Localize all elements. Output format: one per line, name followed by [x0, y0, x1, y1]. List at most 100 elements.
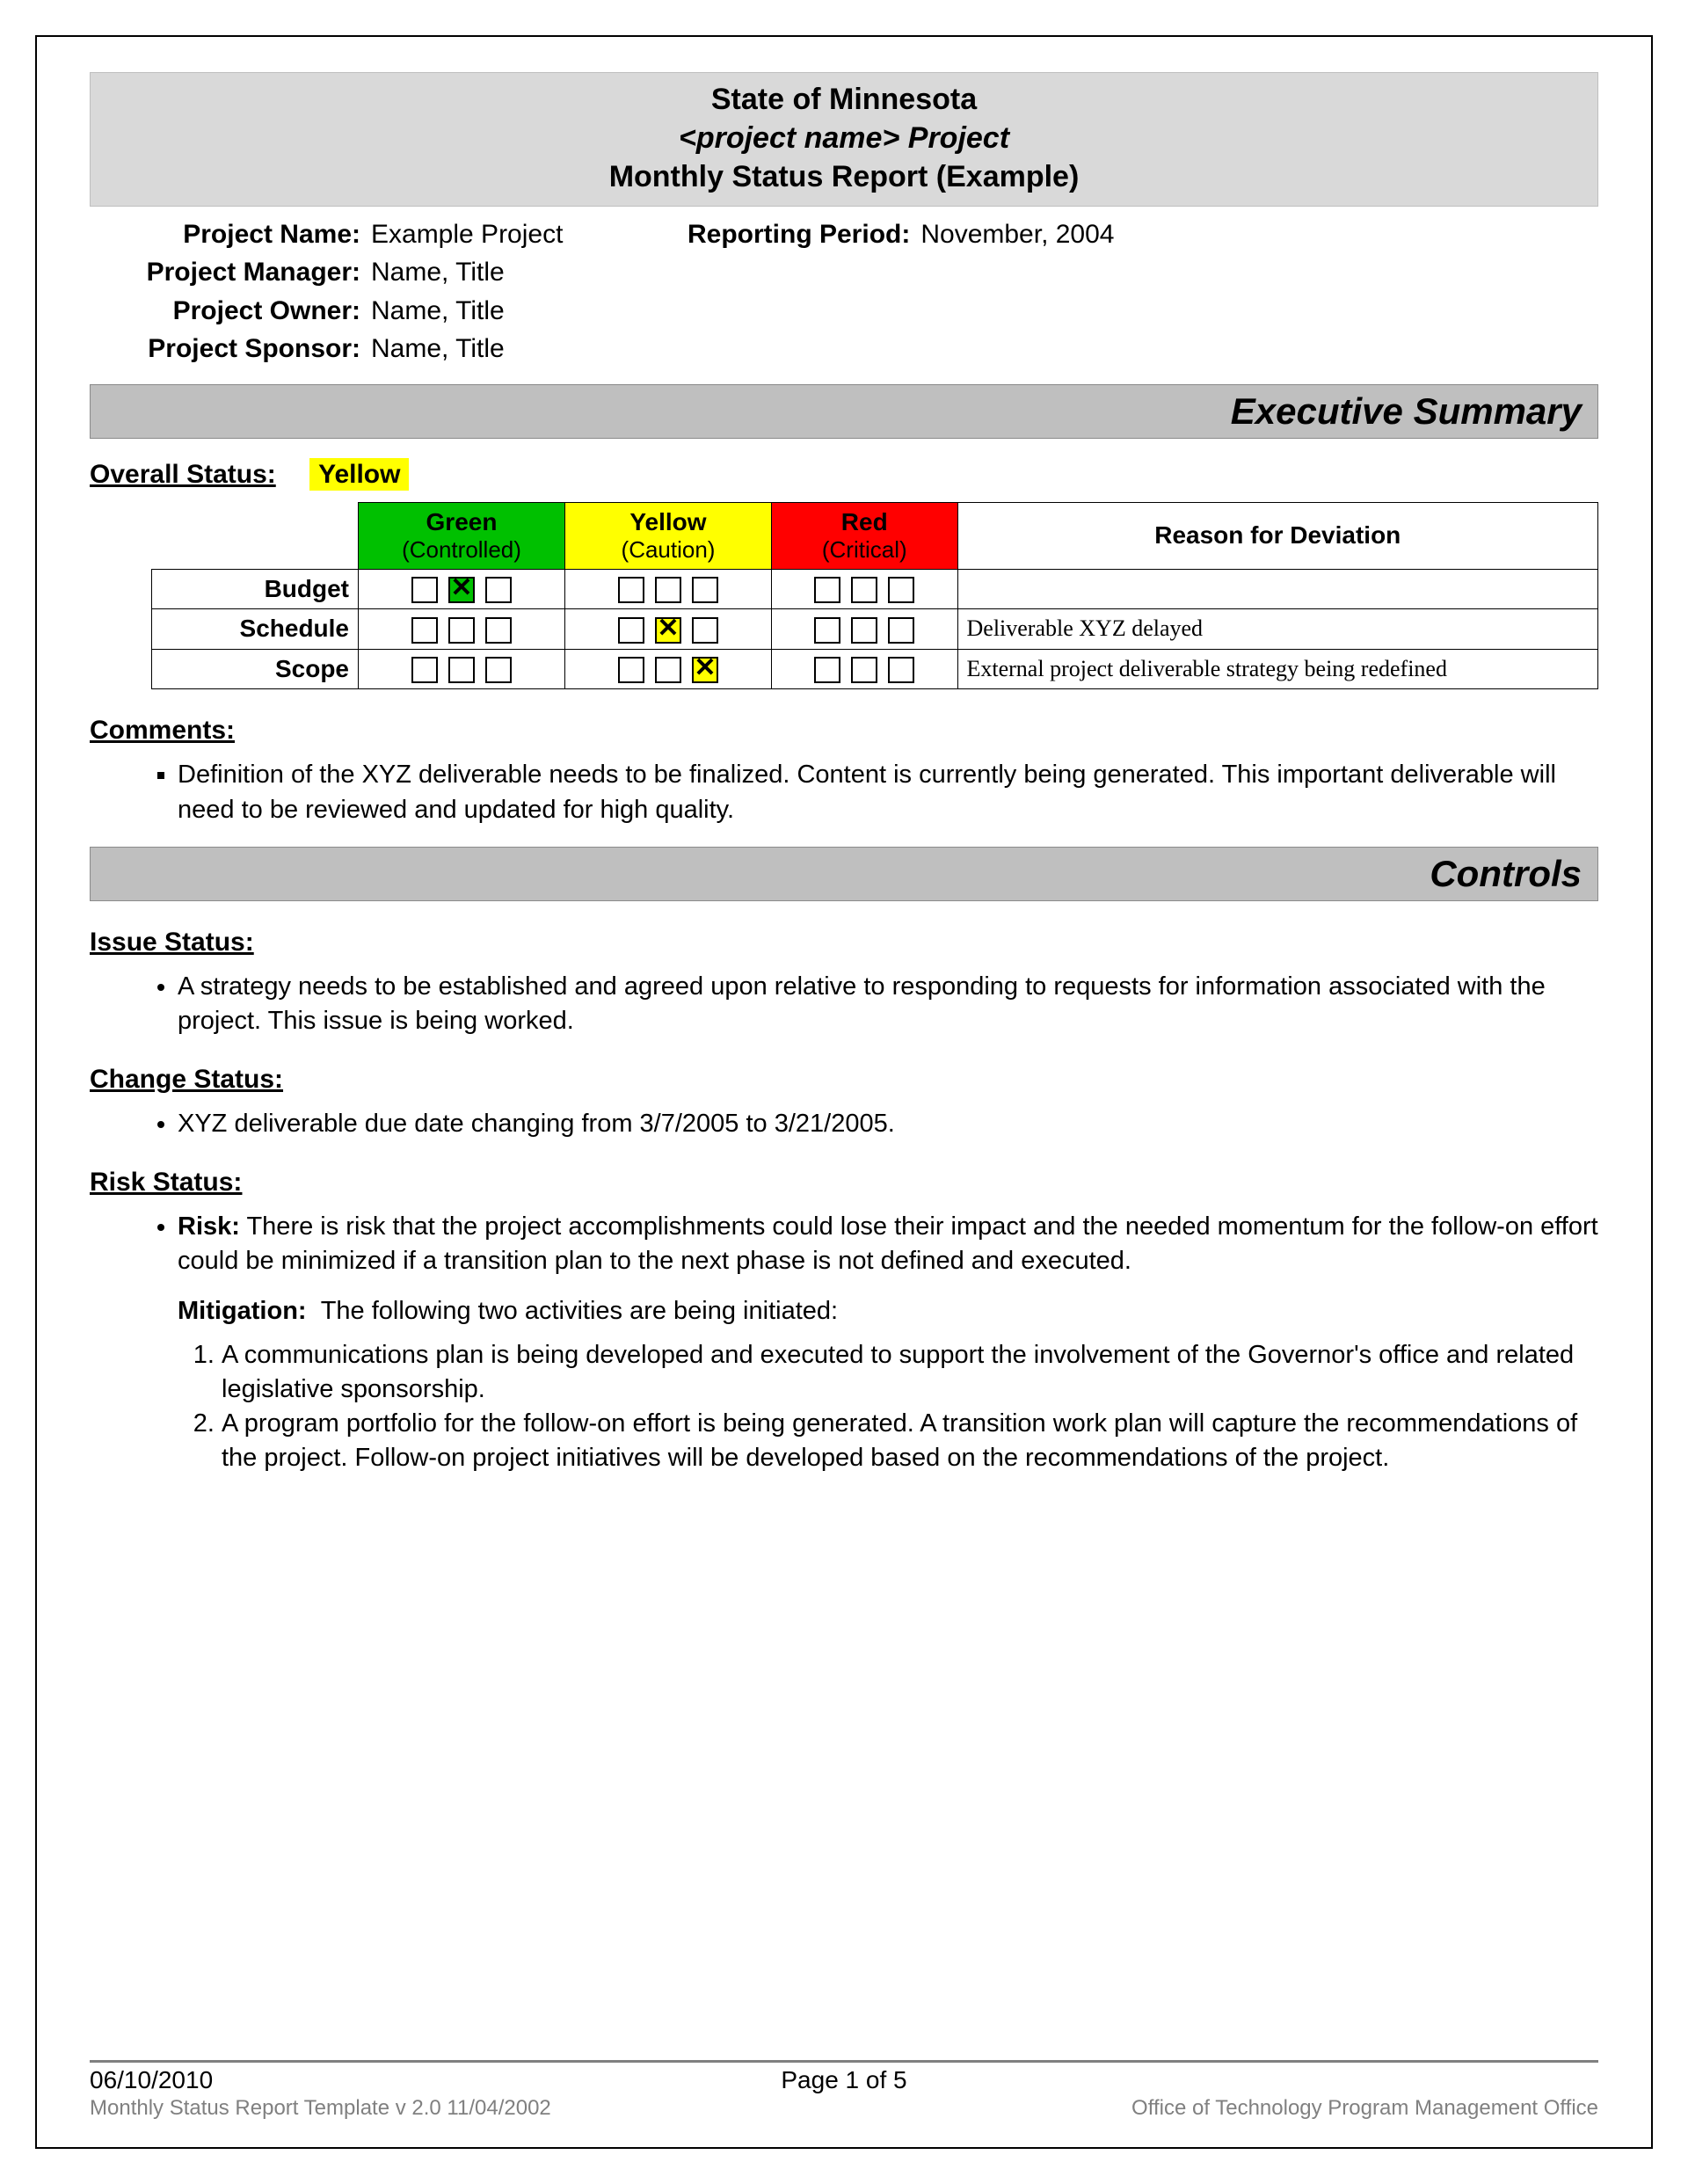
- checkbox-icon: [814, 657, 840, 683]
- mitigation-label: Mitigation:: [178, 1297, 307, 1325]
- overall-status-value: Yellow: [309, 458, 409, 491]
- title-line-3: Monthly Status Report (Example): [91, 157, 1597, 196]
- meta-project-manager-value: Name, Title: [371, 253, 505, 292]
- status-cell-yellow: [565, 609, 772, 650]
- meta-reporting-period-value: November, 2004: [920, 215, 1114, 254]
- footer-row-2: Monthly Status Report Template v 2.0 11/…: [90, 2096, 1598, 2121]
- status-cell-green: [359, 569, 565, 609]
- meta-block: Project Name: Example Project Reporting …: [90, 215, 1598, 368]
- col-reason: Reason for Deviation: [957, 502, 1598, 569]
- checkbox-icon: [618, 657, 644, 683]
- checkbox-icon: [692, 617, 718, 644]
- status-row: Schedule Deliverable XYZ delayed: [152, 609, 1598, 650]
- footer-template: Monthly Status Report Template v 2.0 11/…: [90, 2096, 551, 2121]
- risk-status-label: Risk Status:: [90, 1168, 242, 1197]
- meta-project-name-value: Example Project: [371, 215, 563, 254]
- checkbox-icon: [851, 577, 877, 603]
- list-item: A strategy needs to be established and a…: [178, 970, 1598, 1038]
- status-cell-red: [772, 609, 958, 650]
- col-green: Green (Controlled): [359, 502, 565, 569]
- status-cell-green: [359, 649, 565, 689]
- footer-page: Page 1 of 5: [90, 2066, 1598, 2094]
- checkbox-icon: [448, 657, 475, 683]
- checkbox-icon: [692, 577, 718, 603]
- risk-label: Risk:: [178, 1212, 240, 1241]
- list-item: Definition of the XYZ deliverable needs …: [178, 758, 1598, 826]
- status-row: Scope External project deliverable strate…: [152, 649, 1598, 689]
- col-green-sub: (Controlled): [367, 536, 556, 564]
- status-table: Green (Controlled) Yellow (Caution) Red …: [151, 502, 1598, 690]
- checkbox-icon: [411, 577, 438, 603]
- risk-status-heading: Risk Status:: [90, 1168, 1598, 1198]
- col-green-title: Green: [426, 508, 498, 535]
- status-row-label: Scope: [152, 649, 359, 689]
- status-cell-green: [359, 609, 565, 650]
- status-row-label: Budget: [152, 569, 359, 609]
- checkbox-icon: [888, 617, 914, 644]
- checkbox-icon: [851, 617, 877, 644]
- risk-item: Risk: There is risk that the project acc…: [178, 1210, 1598, 1475]
- checkbox-icon: [655, 657, 681, 683]
- status-row: Budget: [152, 569, 1598, 609]
- meta-project-owner-label: Project Owner:: [90, 292, 371, 331]
- report-page: State of Minnesota <project name> Projec…: [35, 35, 1653, 2149]
- col-red-title: Red: [841, 508, 888, 535]
- comments-heading: Comments:: [90, 716, 1598, 746]
- risk-status-list: Risk: There is risk that the project acc…: [142, 1210, 1598, 1475]
- checkbox-icon: [411, 657, 438, 683]
- issue-status-heading: Issue Status:: [90, 928, 1598, 957]
- meta-project-sponsor-label: Project Sponsor:: [90, 330, 371, 368]
- list-item: A program portfolio for the follow-on ef…: [222, 1407, 1598, 1475]
- overall-status-label: Overall Status:: [90, 460, 276, 489]
- checkbox-icon: [448, 617, 475, 644]
- checkbox-icon: [888, 577, 914, 603]
- status-cell-red: [772, 569, 958, 609]
- status-cell-yellow: [565, 569, 772, 609]
- col-yellow-title: Yellow: [629, 508, 706, 535]
- col-yellow: Yellow (Caution): [565, 502, 772, 569]
- footer-rule: [90, 2060, 1598, 2063]
- mitigation-intro: The following two activities are being i…: [321, 1297, 838, 1325]
- checkbox-icon: [814, 577, 840, 603]
- change-status-list: XYZ deliverable due date changing from 3…: [142, 1107, 1598, 1141]
- meta-project-owner-value: Name, Title: [371, 292, 505, 331]
- title-line-2: <project name> Project: [91, 119, 1597, 157]
- title-block: State of Minnesota <project name> Projec…: [90, 72, 1598, 207]
- checkbox-icon: [851, 657, 877, 683]
- status-reason: External project deliverable strategy be…: [957, 649, 1598, 689]
- meta-reporting-period-label: Reporting Period:: [688, 215, 920, 254]
- section-executive-summary: Executive Summary: [90, 384, 1598, 439]
- status-reason: [957, 569, 1598, 609]
- status-reason: Deliverable XYZ delayed: [957, 609, 1598, 650]
- checkbox-icon: [485, 577, 512, 603]
- checkbox-icon: [814, 617, 840, 644]
- title-line-1: State of Minnesota: [91, 80, 1597, 119]
- checkbox-icon: [618, 617, 644, 644]
- mitigation-list: A communications plan is being developed…: [186, 1338, 1598, 1476]
- checkbox-icon: [888, 657, 914, 683]
- checkbox-icon: [485, 657, 512, 683]
- overall-status: Overall Status: Yellow: [90, 460, 1598, 490]
- list-item: A communications plan is being developed…: [222, 1338, 1598, 1407]
- list-item: XYZ deliverable due date changing from 3…: [178, 1107, 1598, 1141]
- meta-project-name-label: Project Name:: [90, 215, 371, 254]
- section-controls: Controls: [90, 847, 1598, 901]
- meta-project-sponsor-value: Name, Title: [371, 330, 505, 368]
- status-cell-red: [772, 649, 958, 689]
- checkbox-icon: [692, 657, 718, 683]
- footer-row-1: 06/10/2010 Page 1 of 5: [90, 2066, 1598, 2094]
- col-red: Red (Critical): [772, 502, 958, 569]
- checkbox-icon: [448, 577, 475, 603]
- col-yellow-sub: (Caution): [574, 536, 762, 564]
- issue-status-list: A strategy needs to be established and a…: [142, 970, 1598, 1038]
- status-row-label: Schedule: [152, 609, 359, 650]
- meta-project-manager-label: Project Manager:: [90, 253, 371, 292]
- checkbox-icon: [655, 577, 681, 603]
- col-red-sub: (Critical): [781, 536, 949, 564]
- checkbox-icon: [411, 617, 438, 644]
- footer-office: Office of Technology Program Management …: [1131, 2096, 1598, 2121]
- change-status-heading: Change Status:: [90, 1065, 1598, 1095]
- checkbox-icon: [655, 617, 681, 644]
- risk-text: There is risk that the project accomplis…: [178, 1212, 1598, 1275]
- checkbox-icon: [485, 617, 512, 644]
